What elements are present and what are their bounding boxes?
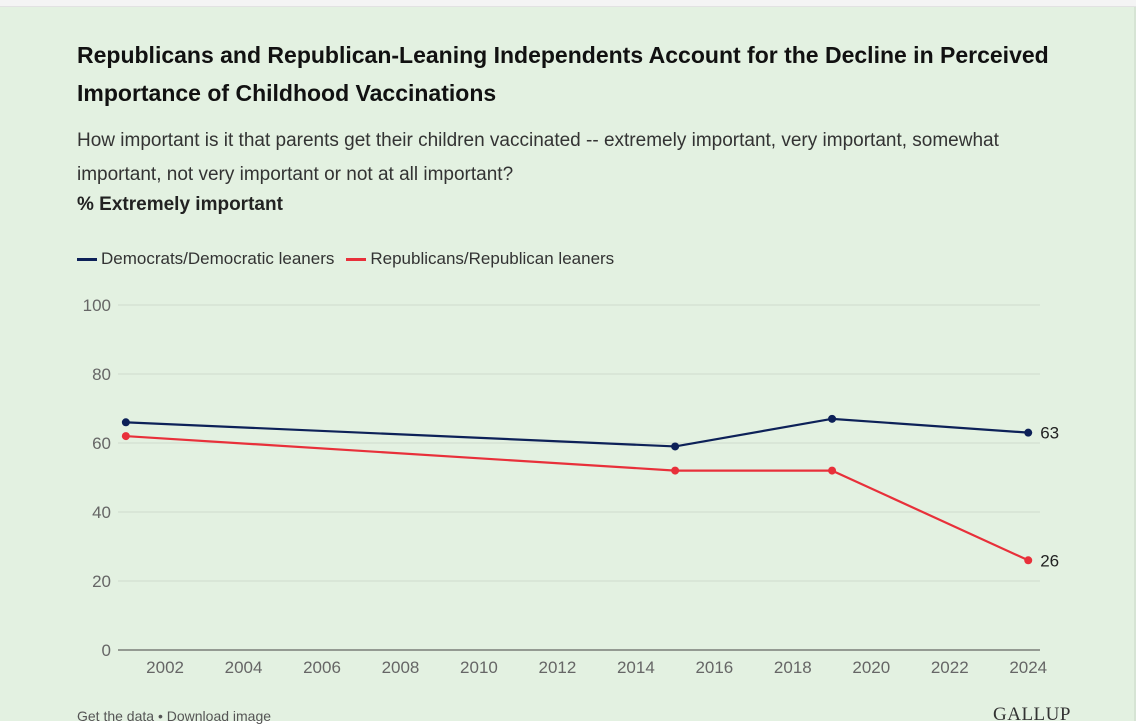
data-point-democrats-2019: [828, 414, 837, 423]
series-line-republicans: [125, 435, 1029, 562]
x-tick-label-2004: 2004: [225, 658, 263, 677]
legend-label-republicans: Republicans/Republican leaners: [370, 249, 615, 268]
x-tick-label-2020: 2020: [852, 658, 890, 677]
y-tick-label-60: 60: [92, 434, 111, 453]
legend-label-democrats: Democrats/Democratic leaners: [101, 249, 335, 268]
end-label-democrats: 63: [1040, 424, 1059, 443]
x-tick-label-2006: 2006: [303, 658, 341, 677]
data-point-republicans-2024: [1024, 556, 1033, 565]
legend-item-republicans: Republicans/Republican leaners: [346, 249, 614, 269]
y-tick-label-80: 80: [92, 365, 111, 384]
x-tick-label-2014: 2014: [617, 658, 655, 677]
x-tick-label-2016: 2016: [695, 658, 733, 677]
line-chart: 0 20 40 60 80 100 2002 2004 2006 2008 2010 2012 2014…: [83, 296, 1060, 677]
data-point-republicans-2015: [671, 466, 680, 475]
y-tick-label-0: 0: [102, 641, 111, 660]
x-tick-label-2010: 2010: [460, 658, 498, 677]
data-point-republicans-2001: [121, 432, 130, 441]
top-strip: [0, 0, 1136, 7]
chart-subtitle: How important is it that parents get the…: [77, 130, 999, 185]
data-point-democrats-2015: [671, 442, 680, 451]
x-tick-label-2024: 2024: [1009, 658, 1047, 677]
data-point-democrats-2024: [1024, 428, 1033, 437]
get-data-link[interactable]: Get the data: [77, 708, 155, 724]
gallup-logo: GALLUP: [993, 704, 1071, 725]
end-label-republicans: 26: [1040, 551, 1059, 570]
footer: Get the data • Download image: [77, 708, 271, 724]
legend-swatch-democrats: [77, 257, 97, 261]
data-point-democrats-2001: [121, 418, 130, 427]
x-tick-label-2012: 2012: [539, 658, 577, 677]
measure-label: % Extremely important: [77, 194, 283, 215]
legend: Democrats/Democratic leaners Republicans…: [77, 247, 626, 271]
series-line-democrats: [125, 417, 1029, 448]
x-tick-label-2022: 2022: [931, 658, 969, 677]
chart-title: Republicans and Republican-Leaning Indep…: [77, 42, 1049, 106]
y-tick-label-40: 40: [92, 503, 111, 522]
footer-separator: •: [154, 708, 167, 724]
legend-swatch-republicans: [346, 257, 367, 261]
data-point-republicans-2019: [828, 466, 837, 475]
legend-item-democrats: Democrats/Democratic leaners: [77, 249, 334, 269]
y-tick-label-100: 100: [83, 296, 111, 315]
x-tick-label-2018: 2018: [774, 658, 812, 677]
x-tick-label-2002: 2002: [146, 658, 184, 677]
y-tick-label-20: 20: [92, 572, 111, 591]
x-tick-label-2008: 2008: [382, 658, 420, 677]
chart-card: Republicans and Republican-Leaning Indep…: [0, 7, 1136, 725]
download-image-link[interactable]: Download image: [166, 708, 272, 724]
